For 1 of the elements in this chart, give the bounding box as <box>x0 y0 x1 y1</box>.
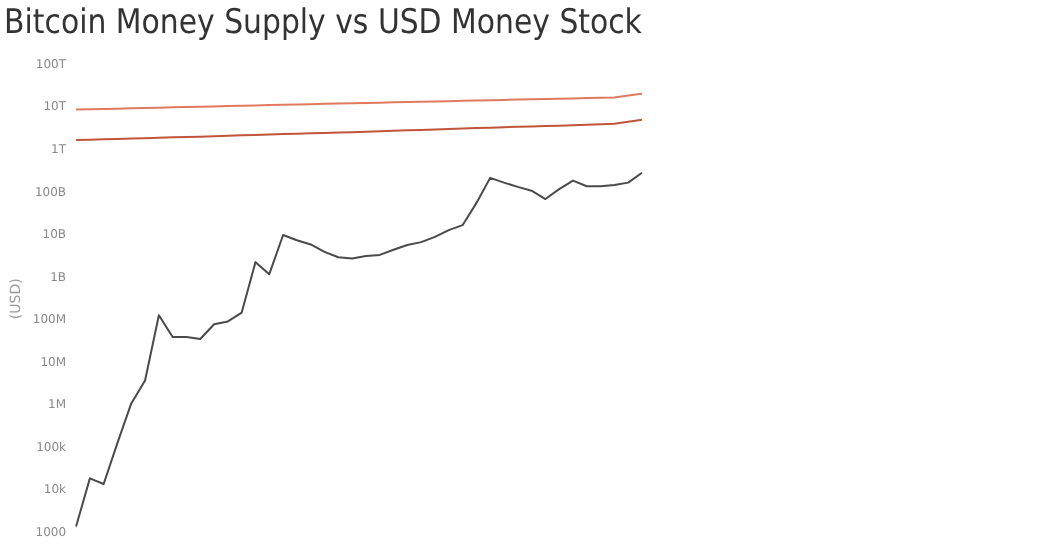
chart-title: Bitcoin Money Supply vs USD Money Stock <box>4 1 644 42</box>
